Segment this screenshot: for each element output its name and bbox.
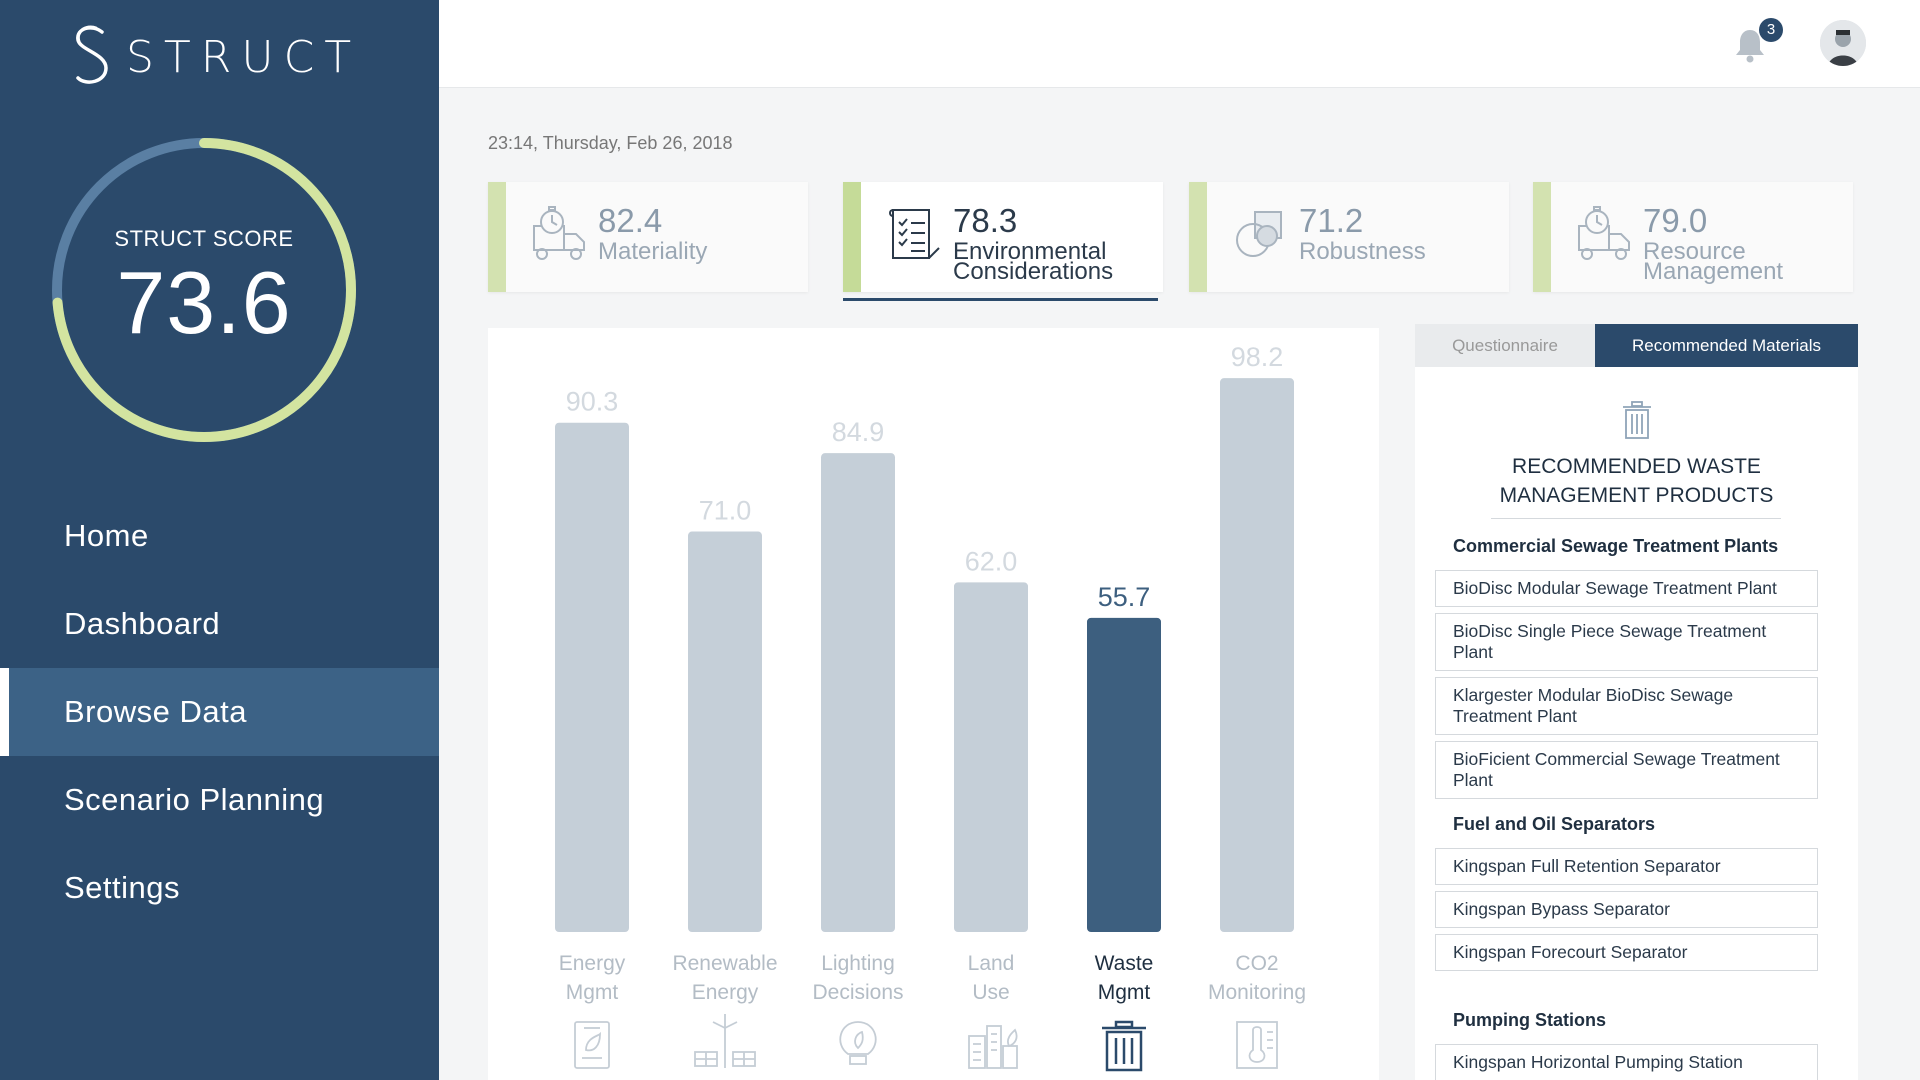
category-label: Renewable (672, 952, 777, 975)
kpi-value: 78.3 (953, 202, 1018, 239)
bell-icon[interactable] (1732, 24, 1768, 64)
kpi-label: Materiality (598, 238, 708, 265)
category-label: Land (968, 952, 1015, 975)
category-label: CO2 (1235, 952, 1278, 975)
bar-chart-panel: 90.3 Energy Mgmt 71.0 Renewable Energy 84.9 Lig… (488, 328, 1379, 1080)
panel-title-line-1: RECOMMENDED WASTE (1512, 455, 1761, 478)
trash-can-icon (1623, 401, 1651, 439)
notification-badge[interactable]: 3 (1759, 18, 1783, 42)
top-bar: 3 (439, 0, 1920, 88)
datetime: 23:14, Thursday, Feb 26, 2018 (488, 133, 733, 153)
trash-can-icon (1102, 1020, 1146, 1072)
bar-value-label: 62.0 (965, 546, 1018, 576)
tab-recommended-materials[interactable]: Recommended Materials (1595, 324, 1858, 367)
product-item[interactable]: BioFicient Commercial Sewage Treatment P… (1435, 741, 1818, 799)
nav-item-settings[interactable]: Settings (64, 870, 181, 905)
bar-value-label: 90.3 (566, 387, 619, 417)
category-label: Energy (559, 952, 626, 975)
section-heading: Pumping Stations (1453, 1010, 1606, 1030)
product-item[interactable]: Kingspan Horizontal Pumping Station (1435, 1044, 1818, 1080)
nav-item-browse-data[interactable]: Browse Data (0, 668, 439, 756)
kpi-value: 82.4 (598, 202, 663, 239)
brand-name: STRUCT (126, 31, 362, 83)
kpi-label: Environmental Considerations (953, 238, 1114, 285)
product-item[interactable]: Kingspan Forecourt Separator (1435, 934, 1818, 971)
kpi-card-environmental[interactable]: 78.3 Environmental Considerations (843, 182, 1163, 292)
category-label: Use (972, 981, 1009, 1004)
thermometer-document-icon (1236, 1021, 1278, 1069)
bar-value-label: 98.2 (1231, 342, 1284, 372)
product-item[interactable]: Klargester Modular BioDisc Sewage Treatm… (1435, 677, 1818, 735)
product-item[interactable]: Kingspan Full Retention Separator (1435, 848, 1818, 885)
truck-clock-icon (1578, 206, 1630, 260)
nav-item-home[interactable]: Home (64, 518, 149, 553)
bar[interactable] (555, 422, 629, 932)
checklist-icon (889, 209, 940, 259)
logo[interactable]: STRUCT (72, 24, 361, 90)
kpi-card-materiality[interactable]: 82.4 Materiality (488, 182, 808, 292)
product-item[interactable]: BioDisc Modular Sewage Treatment Plant (1435, 570, 1818, 607)
kpi-card-robustness[interactable]: 71.2 Robustness (1189, 182, 1509, 292)
category-label: Waste (1095, 952, 1154, 975)
score-value: 73.6 (116, 253, 292, 352)
kpi-accent (1533, 182, 1551, 292)
buildings-icon (968, 1025, 1018, 1069)
bar[interactable] (1220, 378, 1294, 933)
section-heading: Commercial Sewage Treatment Plants (1453, 536, 1779, 556)
document-leaf-icon (574, 1021, 610, 1069)
bar[interactable] (954, 582, 1028, 932)
tab-questionnaire[interactable]: Questionnaire (1415, 324, 1595, 367)
bar-value-label: 84.9 (832, 417, 885, 447)
sidebar: STRUCT STRUCT SCORE 73.6 Home Dashboard … (0, 0, 439, 1080)
bar[interactable] (821, 453, 895, 932)
kpi-accent (843, 182, 861, 292)
category-label: Lighting (821, 952, 895, 975)
main-nav: Home Dashboard Browse Data Scenario Plan… (0, 492, 439, 932)
product-item[interactable]: BioDisc Single Piece Sewage Treatment Pl… (1435, 613, 1818, 671)
bar-chart: 90.3 Energy Mgmt 71.0 Renewable Energy 84.9 Lig… (555, 342, 1306, 1072)
bar[interactable] (688, 531, 762, 932)
category-label: Monitoring (1208, 981, 1306, 1004)
kpi-card-resource-management[interactable]: 79.0 Resource Management (1533, 182, 1853, 292)
nav-item-scenario-planning[interactable]: Scenario Planning (64, 782, 325, 817)
panel-title-line-2: MANAGEMENT PRODUCTS (1499, 484, 1774, 507)
kpi-label: Robustness (1299, 238, 1426, 265)
panel-tabs: Questionnaire Recommended Materials (1415, 324, 1858, 367)
bar[interactable] (1087, 617, 1161, 932)
panel-title: RECOMMENDED WASTE MANAGEMENT PRODUCTS (1415, 452, 1858, 510)
product-item[interactable]: Kingspan Bypass Separator (1435, 891, 1818, 928)
category-label: Mgmt (1098, 981, 1151, 1004)
recommendations-panel: Questionnaire Recommended Materials RECO… (1415, 324, 1858, 1080)
score-label: STRUCT SCORE (114, 226, 294, 251)
bar-value-label: 71.0 (699, 496, 752, 526)
wind-solar-icon (694, 1014, 756, 1068)
avatar-image (1820, 20, 1866, 66)
category-label: Mgmt (566, 981, 619, 1004)
truck-clock-icon (533, 206, 585, 260)
nav-item-dashboard[interactable]: Dashboard (64, 606, 221, 641)
struct-logo-icon (76, 25, 108, 84)
lightbulb-icon (839, 1021, 877, 1065)
kpi-accent (1189, 182, 1207, 292)
category-label: Decisions (812, 981, 903, 1004)
struct-score-gauge: STRUCT SCORE 73.6 (44, 130, 364, 450)
section-heading: Fuel and Oil Separators (1453, 814, 1656, 834)
active-kpi-underline (843, 298, 1158, 301)
kpi-value: 79.0 (1643, 202, 1708, 239)
kpi-label: Resource Management (1643, 238, 1784, 285)
title-divider (1491, 518, 1781, 519)
category-label: Energy (692, 981, 759, 1004)
kpi-accent (488, 182, 506, 292)
kpi-value: 71.2 (1299, 202, 1364, 239)
overlap-shapes-icon (1236, 211, 1282, 257)
bar-value-label: 55.7 (1098, 582, 1151, 612)
user-avatar[interactable] (1820, 20, 1866, 66)
